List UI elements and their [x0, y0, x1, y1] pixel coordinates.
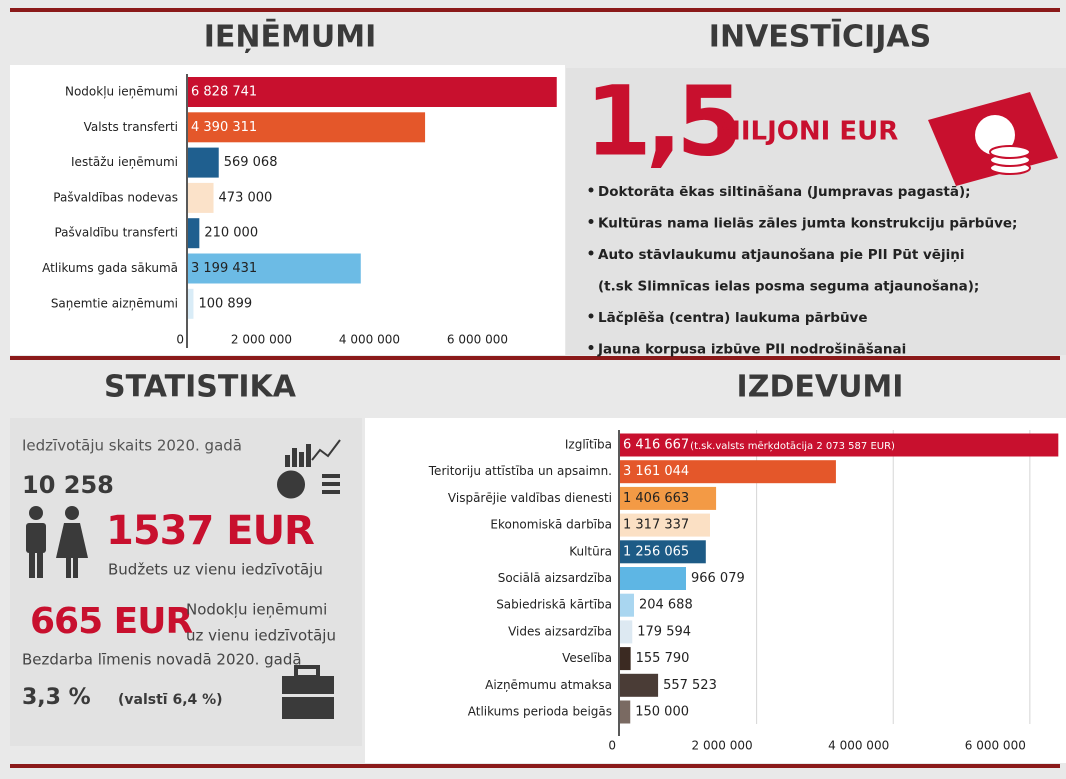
category-label: Vispārējie valdības dienesti — [448, 491, 612, 505]
value-label: 210 000 — [204, 226, 258, 241]
bar — [620, 647, 631, 671]
separator — [10, 8, 1060, 12]
value-label: 3 161 044 — [623, 464, 689, 479]
bar — [620, 486, 717, 510]
bar — [620, 540, 706, 564]
bullet-text: Kultūras nama lielās zāles jumta konstru… — [598, 216, 1017, 232]
bar — [620, 673, 659, 697]
chart-icon — [277, 439, 341, 499]
separator — [10, 764, 1060, 768]
category-label: Iestāžu ieņēmumi — [71, 155, 178, 169]
value-label: 6 416 667 — [623, 438, 689, 453]
value-label: 4 390 311 — [191, 120, 257, 135]
category-label: Pašvaldības nodevas — [53, 190, 178, 204]
category-label: Pašvaldību transferti — [54, 226, 178, 240]
bar — [188, 288, 194, 319]
x-tick-label: 4 000 000 — [828, 739, 889, 753]
category-label: Atlikums gada sākumā — [42, 261, 178, 275]
bar — [188, 147, 219, 178]
bar — [620, 433, 1059, 457]
amount: 1,5 — [585, 65, 737, 177]
bullet-text: Lāčplēša (centra) laukuma pārbūve — [598, 310, 868, 326]
bar — [188, 77, 557, 107]
unit: MILJONI EUR — [715, 117, 898, 147]
value-label: 179 594 — [637, 624, 691, 639]
category-label: Saņemtie aizņēmumi — [51, 296, 178, 310]
value-label: 155 790 — [636, 651, 690, 666]
category-label: Sociālā aizsardzība — [498, 571, 612, 585]
heading: IEŅĒMUMI — [204, 19, 377, 55]
value-label: 100 899 — [198, 296, 252, 311]
stat-value: 665 EUR — [30, 601, 193, 642]
stat-value: 3,3 % — [22, 685, 91, 710]
bar — [620, 567, 686, 590]
bar — [620, 593, 634, 617]
value-label: 1 406 663 — [623, 491, 689, 506]
briefcase-icon — [282, 665, 334, 719]
heading: STATISTIKA — [104, 370, 297, 405]
x-tick-label: 0 — [176, 333, 184, 347]
x-tick-label: 6 000 000 — [447, 333, 508, 347]
panel — [10, 65, 565, 355]
value-label: 3 199 431 — [191, 261, 257, 276]
bullet — [588, 219, 594, 224]
bar — [620, 513, 710, 537]
stat-value: 1537 EUR — [106, 508, 314, 554]
x-tick-label: 0 — [608, 739, 616, 753]
category-label: Vides aizsardzība — [508, 624, 612, 638]
stat-value: 10 258 — [22, 471, 114, 499]
bar — [620, 700, 631, 724]
value-label: 569 068 — [224, 155, 278, 170]
category-label: Izglītība — [565, 438, 612, 452]
stat-label: Bezdarba līmenis novadā 2020. gadā — [22, 651, 302, 669]
stat-label: uz vienu iedzīvotāju — [186, 627, 336, 645]
x-tick-label: 2 000 000 — [692, 739, 753, 753]
bullet — [588, 250, 594, 256]
bar — [188, 218, 200, 249]
value-label: 204 688 — [639, 598, 693, 613]
stat-label: Budžets uz vienu iedzīvotāju — [108, 561, 323, 579]
heading: IZDEVUMI — [737, 370, 904, 405]
category-label: Nodokļu ieņēmumi — [65, 85, 178, 99]
bullet — [588, 187, 594, 193]
bullet-text: Auto stāvlaukumu atjaunošana pie PII Pūt… — [598, 247, 964, 263]
category-label: Veselība — [562, 651, 612, 665]
bullet — [588, 345, 594, 350]
value-label: 1 317 337 — [623, 518, 689, 533]
bullet — [588, 313, 594, 319]
category-label: Aizņēmumu atmaksa — [485, 678, 612, 692]
category-label: Kultūra — [569, 544, 612, 558]
value-label: 1 256 065 — [623, 544, 689, 559]
separator — [10, 356, 1060, 360]
bar — [188, 182, 214, 213]
category-label: Valsts transferti — [84, 120, 178, 134]
category-label: Atlikums perioda beigās — [468, 705, 612, 719]
value-label: 557 523 — [663, 678, 717, 693]
people-icon — [26, 506, 88, 578]
value-label: 966 079 — [691, 571, 745, 586]
x-tick-label: 4 000 000 — [339, 333, 400, 347]
x-tick-label: 6 000 000 — [965, 739, 1026, 753]
stat-note: (valstī 6,4 %) — [118, 692, 223, 708]
bullet-text: (t.sk Slimnīcas ielas posma seguma atjau… — [598, 279, 979, 295]
bar — [620, 460, 836, 484]
value-label: 150 000 — [635, 705, 689, 720]
category-label: Sabiedriskā kārtība — [496, 598, 612, 612]
category-label: Ekonomiskā darbība — [490, 518, 612, 532]
stat-label: Nodokļu ieņēmumi — [186, 601, 327, 619]
bar — [620, 620, 633, 644]
heading: INVESTĪCIJAS — [709, 19, 931, 55]
value-label: 6 828 741 — [191, 85, 257, 100]
money-icon — [928, 92, 1058, 186]
bar — [188, 253, 361, 284]
bullet-text: Jauna korpusa izbūve PII nodrošināšanai — [597, 342, 906, 358]
bullet-text: Doktorāta ēkas siltināšana (Jumpravas pa… — [598, 184, 971, 200]
value-label: 473 000 — [219, 190, 273, 205]
stat-label: Iedzīvotāju skaits 2020. gadā — [22, 437, 242, 455]
x-tick-label: 2 000 000 — [231, 333, 292, 347]
annotation: (t.sk.valsts mērķdotācija 2 073 587 EUR) — [690, 441, 895, 452]
bar — [188, 112, 426, 143]
category-label: Teritoriju attīstība un apsaimn. — [428, 464, 612, 478]
